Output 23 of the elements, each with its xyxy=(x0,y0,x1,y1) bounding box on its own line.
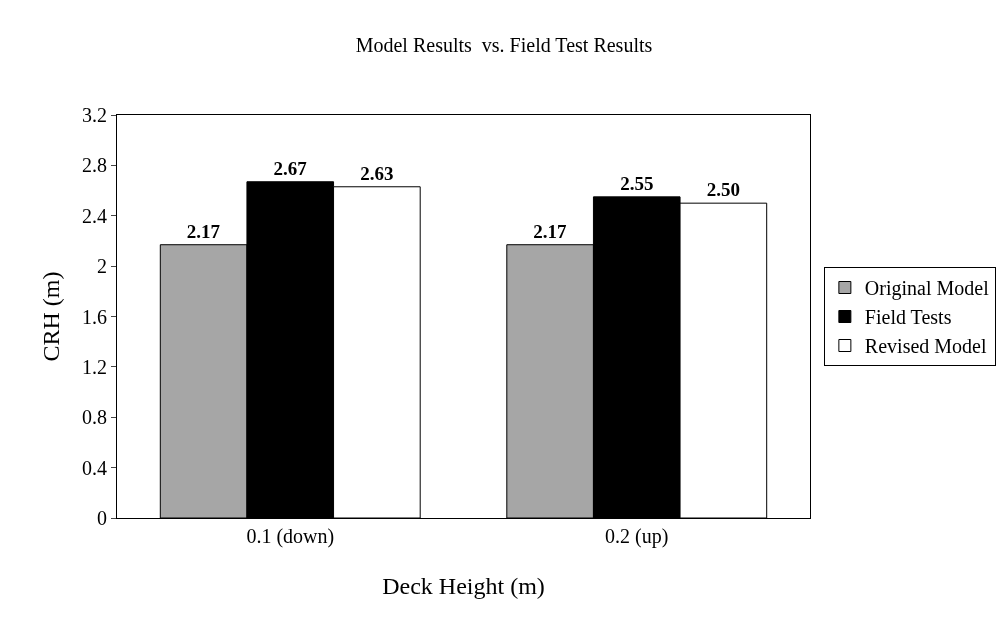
data-label: 2.50 xyxy=(706,179,740,201)
data-label: 2.67 xyxy=(273,157,308,179)
y-tick-label: 2 xyxy=(97,255,107,278)
y-tick-label: 0 xyxy=(97,507,107,529)
data-label: 2.63 xyxy=(360,162,394,184)
x-tick-label: 0.1 (down) xyxy=(246,525,335,548)
x-axis-title: Deck Height (m) xyxy=(382,573,545,600)
data-label: 2.17 xyxy=(186,220,221,242)
y-tick-label: 0.8 xyxy=(82,406,107,429)
y-axis-title: CRH (m) xyxy=(38,271,65,362)
data-label: 2.55 xyxy=(620,172,654,194)
y-tick-label: 2.8 xyxy=(82,154,107,177)
y-tick-label: 1.2 xyxy=(82,355,107,378)
y-tick-label: 3.2 xyxy=(82,104,107,126)
y-tick-label: 2.4 xyxy=(82,204,107,227)
legend-label: Field Tests xyxy=(864,306,952,329)
x-tick-label: 0.2 (up) xyxy=(605,525,669,548)
legend-label: Revised Model xyxy=(864,335,987,358)
data-label: 2.17 xyxy=(533,220,567,242)
y-tick-label: 0.4 xyxy=(82,456,107,479)
chart-title: Model Results vs. Field Test Results xyxy=(355,34,653,57)
legend-label: Original Model xyxy=(864,277,990,301)
y-tick-label: 1.6 xyxy=(82,305,107,328)
